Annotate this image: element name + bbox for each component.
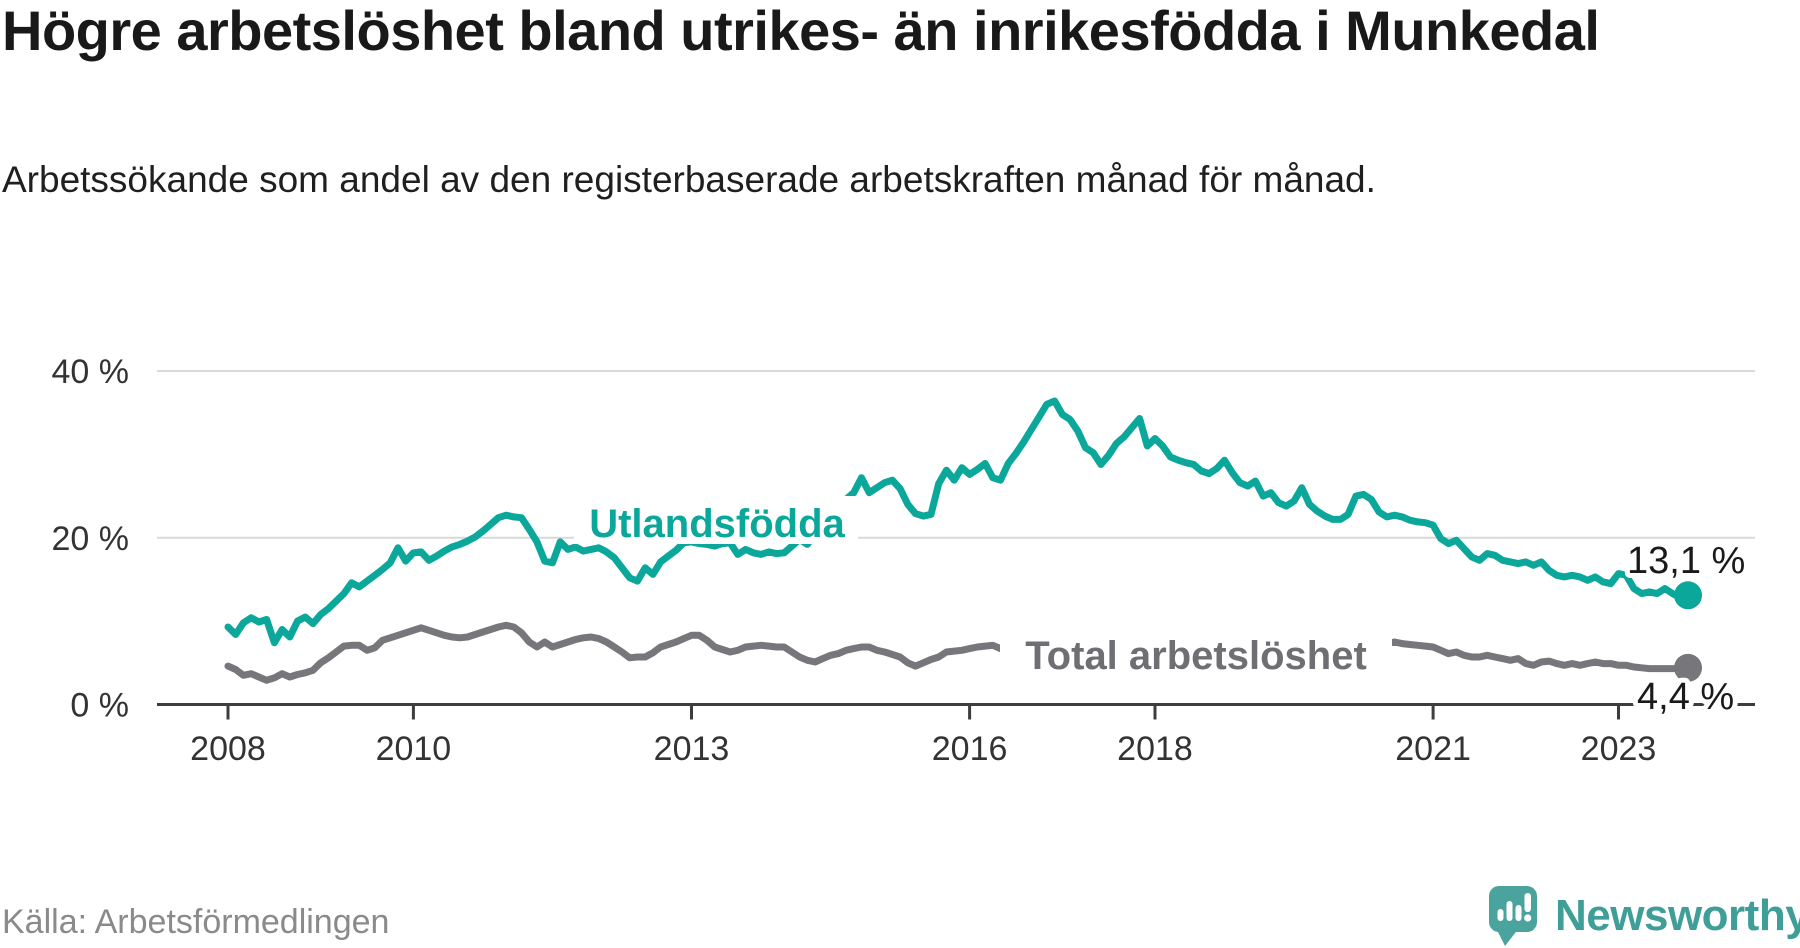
x-axis-tick-label: 2016	[932, 730, 1008, 768]
series-end-dot	[1674, 581, 1703, 610]
series-end-value-label: 4,4 %	[1637, 676, 1734, 718]
series-label-halo	[1000, 632, 1392, 678]
y-axis-tick-label: 40 %	[52, 353, 130, 391]
y-axis-tick-label: 20 %	[52, 520, 130, 558]
series-label-halo	[574, 496, 858, 544]
x-axis-tick-label: 2013	[654, 730, 730, 768]
newsworthy-logo-text: Newsworthy	[1555, 891, 1800, 940]
chart-title: Högre arbetslöshet bland utrikes- än inr…	[2, 0, 1600, 62]
series-line-total	[224, 621, 1692, 684]
newsworthy-logo-icon	[1489, 886, 1537, 946]
x-axis-tick-label: 2018	[1117, 730, 1193, 768]
series-end-dot	[1674, 653, 1703, 682]
series-line-utlandsfodda	[224, 397, 1692, 647]
newsworthy-logo: Newsworthy	[1488, 884, 1800, 948]
x-axis-tick-label: 2008	[190, 730, 266, 768]
series-end-value-label: 13,1 %	[1627, 540, 1745, 582]
x-axis-tick-label: 2023	[1581, 730, 1657, 768]
chart-subtitle: Arbetssökande som andel av den registerb…	[2, 159, 1376, 200]
x-axis-tick-label: 2010	[376, 730, 452, 768]
y-axis-tick-label: 0 %	[70, 687, 129, 725]
series-label: Utlandsfödda	[589, 502, 845, 546]
source-note: Källa: Arbetsförmedlingen	[2, 903, 390, 941]
x-axis-tick-label: 2021	[1395, 730, 1471, 768]
series-label: Total arbetslöshet	[1025, 634, 1367, 678]
